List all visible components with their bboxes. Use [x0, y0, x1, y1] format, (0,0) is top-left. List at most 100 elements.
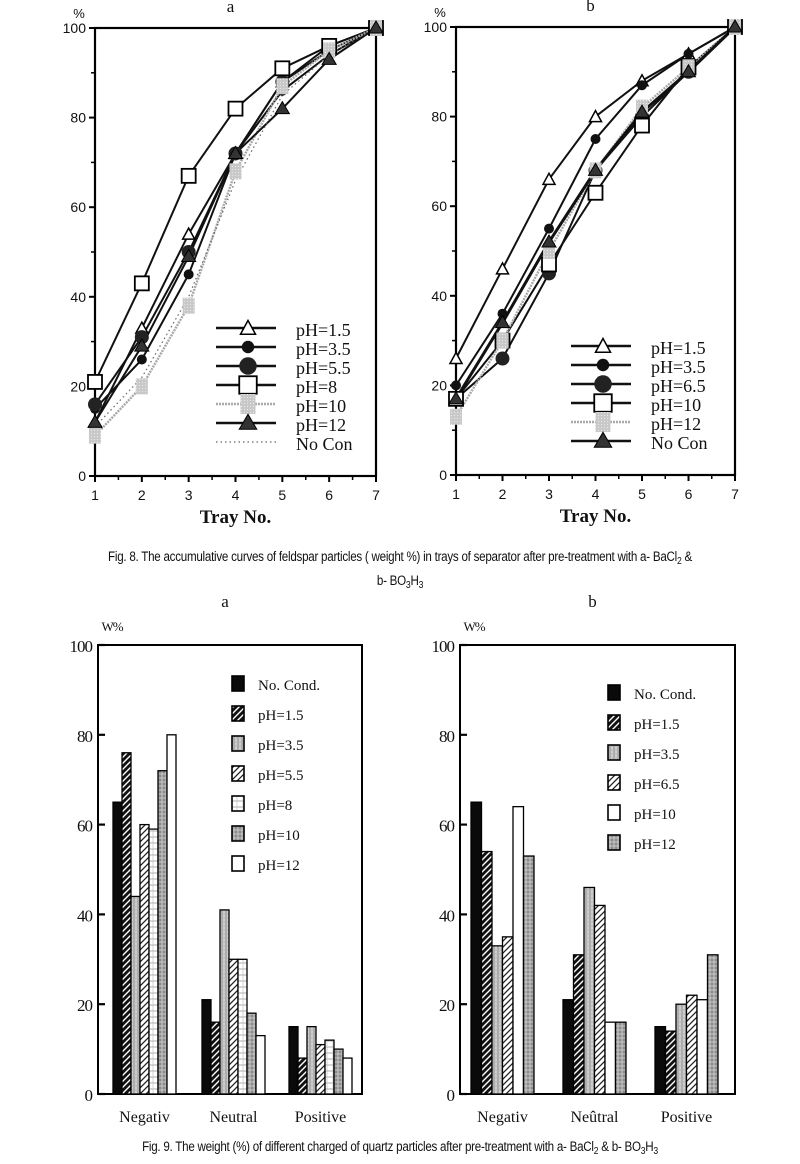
y-tick-label: 60 [70, 199, 86, 215]
bar [593, 904, 606, 1095]
figure8-caption-sub: 3 [405, 580, 411, 591]
data-point [541, 171, 557, 186]
circle-small-marker [683, 48, 694, 59]
bar [246, 1012, 257, 1095]
figure9-caption-sub: 3 [653, 1146, 658, 1157]
data-point [136, 354, 147, 365]
triangle-filled-marker [238, 413, 258, 430]
triangle-filled-marker [494, 314, 511, 329]
data-point [544, 223, 554, 234]
figure9-caption-sub: 2 [593, 1146, 599, 1157]
data-point [588, 109, 603, 123]
bar [315, 1043, 326, 1095]
legend-label: pH=8 [258, 798, 292, 814]
bar [491, 945, 504, 1095]
legend-label: pH=10 [634, 807, 676, 823]
bar [522, 855, 535, 1095]
category-label: Negativ [119, 1109, 170, 1126]
panel-title: b [588, 592, 597, 611]
square-gray-marker [276, 78, 289, 95]
y-tick-label: 100 [424, 19, 448, 35]
x-tick-label: 5 [638, 486, 646, 502]
x-tick-label: 1 [452, 486, 460, 502]
legend-label: pH=5.5 [258, 768, 304, 784]
legend-label: pH=6.5 [634, 777, 680, 793]
x-tick-label: 2 [499, 486, 507, 502]
square-gray-marker [450, 408, 462, 425]
bar [255, 1034, 266, 1095]
circle-small-marker [183, 269, 194, 280]
legend-label: pH=3.5 [296, 339, 351, 359]
data-point [448, 350, 464, 365]
y-axis-unit: % [434, 5, 446, 20]
circle-large-marker [495, 351, 510, 366]
panel-title: a [227, 0, 235, 16]
legend-label: pH=10 [296, 396, 346, 416]
legend-swatch [607, 804, 621, 821]
data-point [134, 330, 149, 345]
bar [306, 1026, 317, 1095]
square-gray-marker [323, 42, 336, 59]
circle-small-marker [451, 380, 461, 391]
bar [210, 1021, 221, 1095]
triangle-filled-marker [87, 414, 103, 428]
bar-group-2 [654, 954, 719, 1095]
bar [696, 999, 709, 1095]
figure8-caption-text: b- BO [376, 573, 406, 588]
square-open-marker [180, 167, 197, 184]
circle-small-marker [497, 308, 508, 319]
x-tick-label: 2 [138, 487, 146, 503]
legend: No. Cond. pH=1.5 pH=3.5 pH=5.5 pH=8 pH=10 pH=1… [231, 675, 320, 874]
data-point [494, 314, 511, 329]
bar [288, 1026, 299, 1095]
data-point [634, 104, 650, 118]
data-point [680, 63, 697, 78]
bar [333, 1048, 344, 1095]
bar-group-0 [470, 801, 535, 1095]
y-tick-label: 60 [77, 817, 93, 836]
category-label: Positive [661, 1109, 713, 1126]
y-tick-label: 60 [439, 817, 455, 836]
square-gray-marker [496, 332, 509, 349]
triangle-filled-marker [634, 104, 650, 118]
data-point [448, 390, 464, 405]
y-tick-label: 0 [439, 467, 447, 483]
x-tick-label: 7 [731, 486, 739, 502]
triangle-open-marker [588, 109, 603, 123]
legend-label: pH=12 [634, 837, 676, 853]
y-tick-label: 40 [70, 289, 86, 305]
data-point [587, 184, 604, 201]
legend-swatch [231, 705, 245, 722]
bar [130, 895, 141, 1095]
circle-small-marker [637, 80, 647, 91]
triangle-filled-marker [541, 234, 557, 248]
legend-label: pH=8 [296, 377, 337, 397]
triangle-filled-marker [227, 145, 244, 159]
square-open-marker [133, 275, 150, 292]
legend-label: pH=1.5 [258, 708, 304, 724]
circle-small-marker [544, 223, 554, 234]
bar-group-2 [288, 1026, 353, 1095]
triangle-open-marker [239, 318, 257, 335]
square-open-marker [238, 375, 258, 395]
data-point [89, 427, 101, 444]
figure8-caption: Fig. 8. The accumulative curves of felds… [4, 547, 795, 595]
x-tick-label: 4 [592, 486, 600, 502]
square-gray-marker [135, 378, 148, 395]
triangle-filled-marker [680, 63, 697, 78]
square-open-marker [541, 256, 557, 273]
y-tick-label: 100 [63, 20, 87, 36]
bar [219, 909, 230, 1095]
circle-large-marker [594, 375, 612, 393]
data-point [495, 261, 510, 275]
legend-label: pH=1.5 [651, 338, 706, 358]
triangle-filled-marker [368, 20, 384, 34]
bar-group-0 [112, 734, 177, 1095]
data-point [182, 297, 195, 314]
y-tick-label: 40 [431, 288, 447, 304]
figure8-caption-sub: 3 [418, 580, 424, 591]
data-point [368, 20, 384, 34]
data-point [87, 374, 103, 390]
